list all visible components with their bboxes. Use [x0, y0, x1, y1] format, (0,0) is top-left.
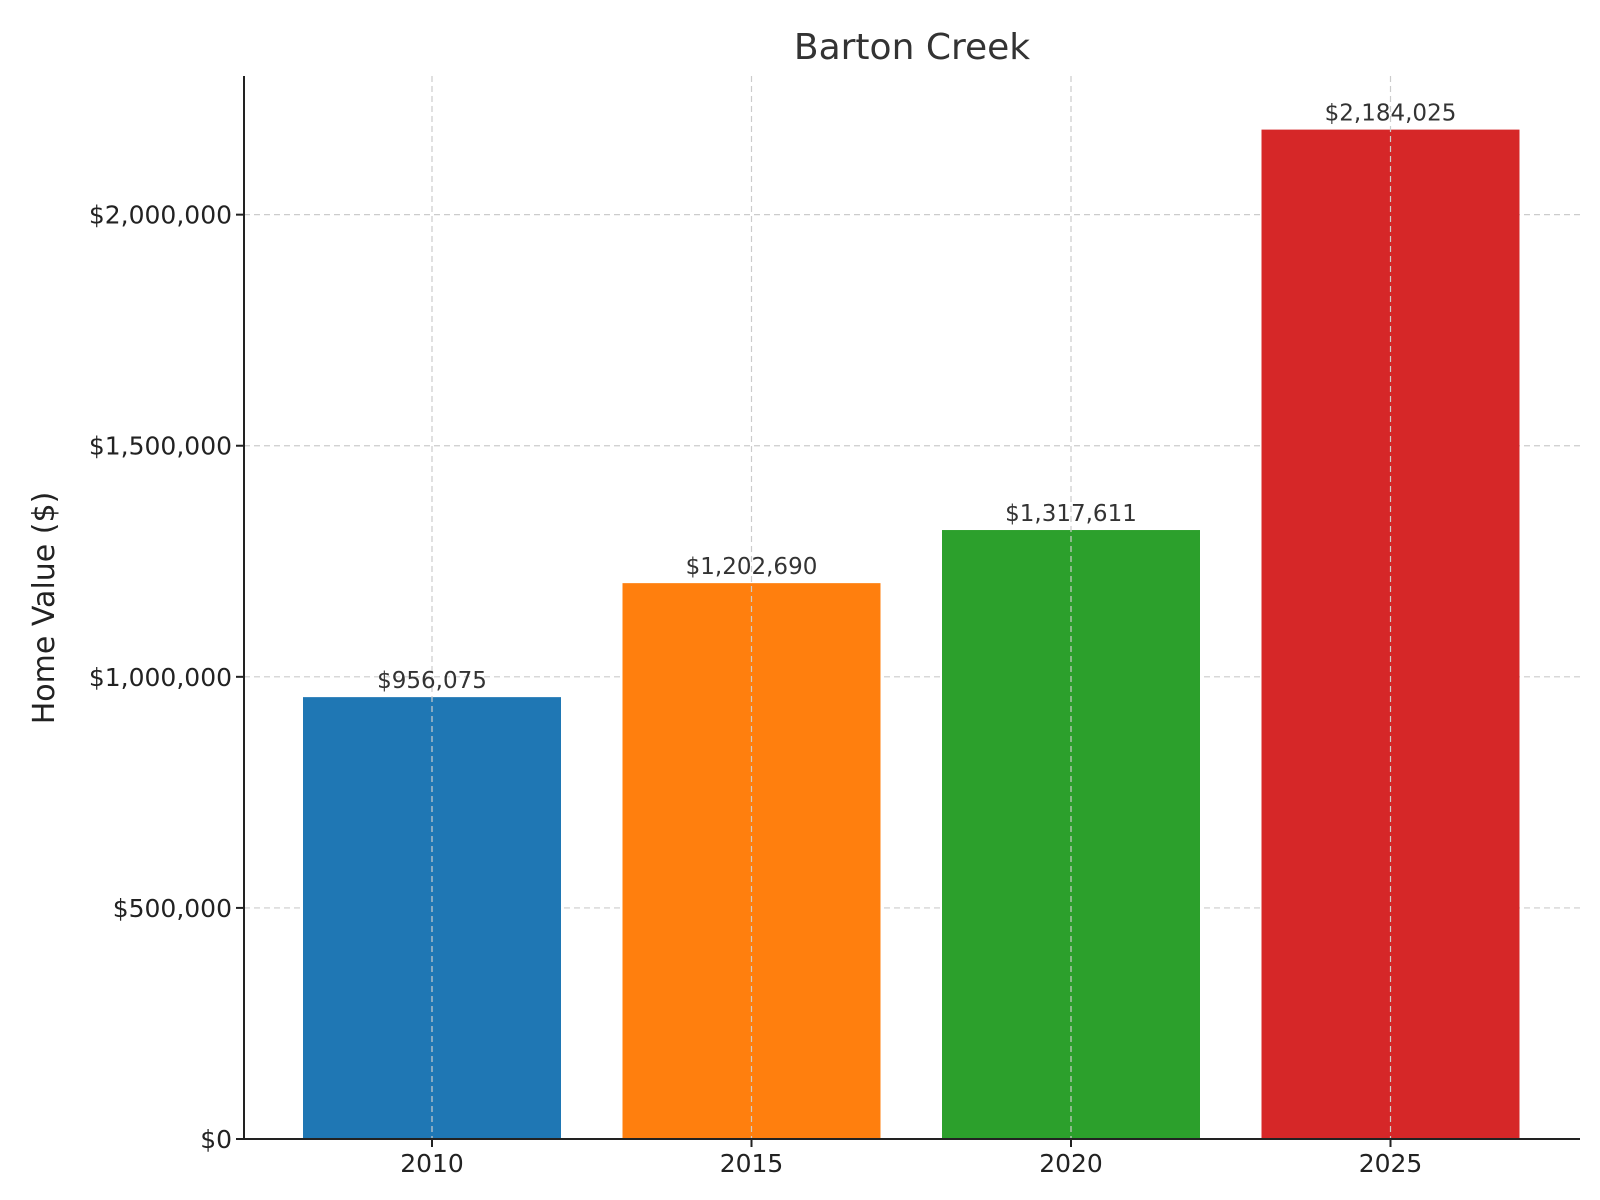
bars — [303, 129, 1520, 1140]
y-tick-label: $500,000 — [113, 894, 232, 923]
x-tick-label: 2020 — [1039, 1149, 1103, 1178]
y-tick-label: $0 — [200, 1125, 232, 1154]
chart-title: Barton Creek — [794, 27, 1030, 68]
y-axis-title: Home Value ($) — [27, 492, 62, 725]
vertical-gridlines — [431, 76, 1392, 1139]
labels: $0 $500,000 $1,000,000 $1,500,000 $2,000,000… — [89, 101, 1456, 1178]
x-tick-label: 2025 — [1359, 1149, 1423, 1178]
y-tick-label: $2,000,000 — [89, 201, 232, 230]
y-tick-label: $1,000,000 — [89, 663, 232, 692]
x-tick-label: 2015 — [720, 1149, 784, 1178]
bar-value-label: $2,184,025 — [1325, 101, 1457, 127]
bar-value-label: $956,075 — [377, 668, 487, 694]
y-tick-label: $1,500,000 — [89, 432, 232, 461]
bar-value-label: $1,317,611 — [1005, 501, 1137, 527]
axes — [236, 76, 1580, 1147]
x-tick-label: 2010 — [400, 1149, 464, 1178]
bar-value-label: $1,202,690 — [686, 554, 818, 580]
